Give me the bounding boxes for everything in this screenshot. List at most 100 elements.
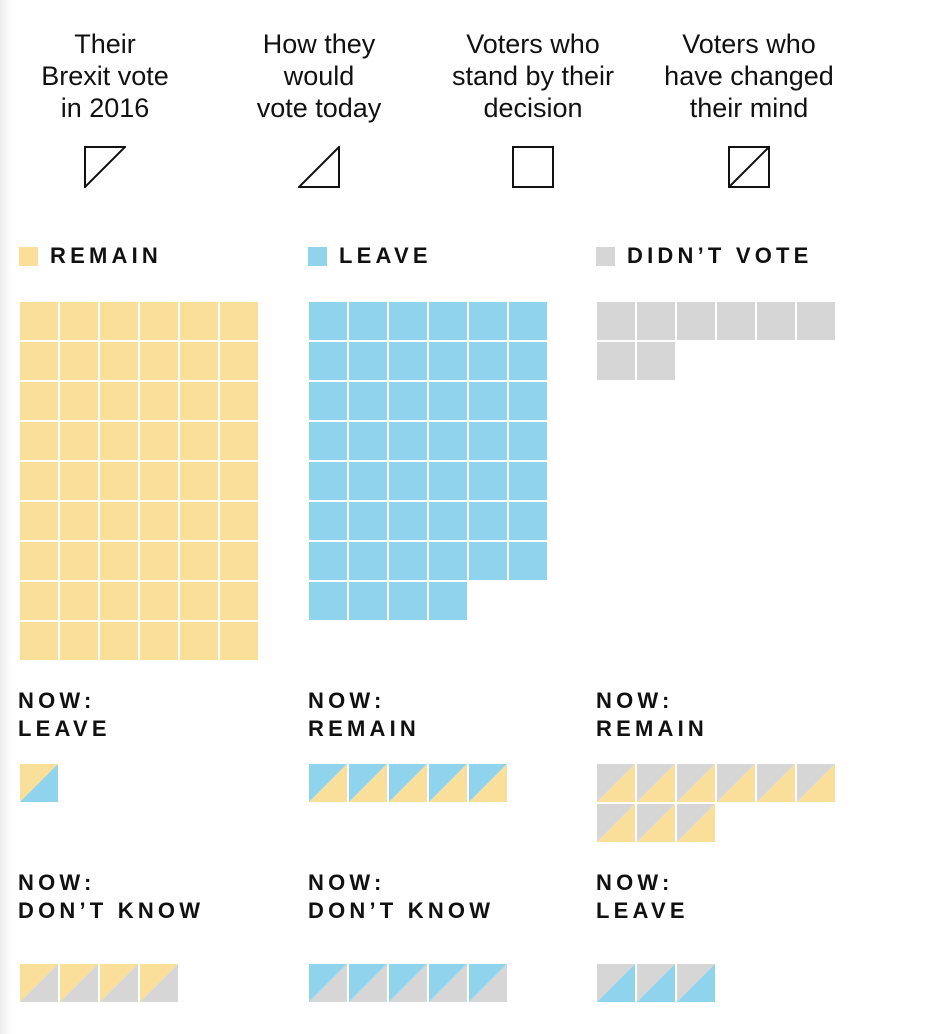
to-label: REMAIN [308,716,420,741]
waffle-square-leave [309,542,347,580]
triangle-vote-today [309,764,347,802]
waffle-square-remain [100,342,138,380]
category-label: DIDN’T VOTE [627,243,813,268]
waffle-square-remain [20,382,58,420]
waffle-square-remain [20,422,58,460]
triangle-vote-today [309,964,347,1002]
waffle-square-leave [389,542,427,580]
waffle-square-leave [309,462,347,500]
waffle-square-leave [469,462,507,500]
square-icon [512,146,554,188]
waffle-square-remain [20,462,58,500]
waffle-square-leave [349,302,387,340]
waffle-square-didnt_vote-to-remain [677,804,715,842]
changed-heading-leave-to-dont-know: NOW: DON’T KNOW [308,869,494,925]
waffle-square-remain [60,382,98,420]
category-heading-didnt-vote: DIDN’T VOTE [596,242,813,270]
waffle-square-remain [100,582,138,620]
waffle-square-leave [509,502,547,540]
triangle-vote-today [597,964,635,1002]
waffle-square-didnt_vote [757,302,795,340]
waffle-square-didnt_vote-to-leave [637,964,675,1002]
waffle-square-leave [429,542,467,580]
waffle-square-remain [140,582,178,620]
waffle-square-leave [509,542,547,580]
legend-label-line: Voters who [682,29,816,59]
waffle-square-remain [220,502,258,540]
triangle-vote-today [389,764,427,802]
waffle-square-remain [140,382,178,420]
waffle-square-leave [509,342,547,380]
waffle-square-leave-to-dont_know [389,964,427,1002]
waffle-square-remain [180,342,218,380]
waffle-square-leave [429,462,467,500]
waffle-square-leave-to-remain [469,764,507,802]
waffle-square-leave [429,422,467,460]
waffle-square-remain [60,622,98,660]
waffle-square-leave [509,462,547,500]
triangle-vote-today [677,804,715,842]
waffle-square-leave [389,302,427,340]
to-label: DON’T KNOW [18,898,205,923]
waffle-square-leave [389,342,427,380]
triangle-vote-today [469,964,507,1002]
to-label: LEAVE [596,898,689,923]
waffle-square-remain [140,302,178,340]
waffle-square-leave [309,382,347,420]
waffle-square-leave [469,342,507,380]
waffle-square-remain [60,342,98,380]
waffle-square-remain [20,302,58,340]
waffle-square-leave-to-dont_know [429,964,467,1002]
waffle-square-leave [509,422,547,460]
now-label: NOW: [18,870,96,895]
waffle-square-remain [100,622,138,660]
triangle-vote-today [637,804,675,842]
triangle-vote-today [20,764,58,802]
waffle-square-leave [349,342,387,380]
now-label: NOW: [596,870,674,895]
triangle-vote-today [677,964,715,1002]
waffle-square-remain [220,542,258,580]
waffle-square-remain [180,462,218,500]
category-heading-leave: LEAVE [308,242,432,270]
leave-swatch [308,246,327,266]
triangle-vote-today [20,964,58,1002]
now-label: NOW: [18,688,96,713]
waffle-square-leave [309,582,347,620]
legend-label-line: decision [483,93,583,123]
now-label: NOW: [308,870,386,895]
waffle-square-remain [180,422,218,460]
waffle-square-leave-to-remain [389,764,427,802]
waffle-square-leave [309,422,347,460]
waffle-square-didnt_vote-to-remain [757,764,795,802]
waffle-square-remain [220,342,258,380]
triangle-vote-today [597,804,635,842]
waffle-square-remain [220,302,258,340]
waffle-square-remain [140,342,178,380]
waffle-square-leave-to-dont_know [469,964,507,1002]
waffle-square-remain [140,462,178,500]
legend-label-line: vote today [256,93,382,123]
triangle-vote-today [797,764,835,802]
didnt-vote-swatch [596,246,615,266]
legend-label-line: would [283,61,355,91]
waffle-square-remain-to-dont_know [60,964,98,1002]
triangle-vote-today [140,964,178,1002]
waffle-square-remain [20,342,58,380]
to-label: LEAVE [18,716,111,741]
waffle-square-remain [220,422,258,460]
waffle-square-leave [469,382,507,420]
triangle-vote-today [637,964,675,1002]
waffle-square-remain-to-leave [20,764,58,802]
top-left-triangle-icon [84,146,126,188]
triangle-vote-today [429,964,467,1002]
waffle-square-leave-to-remain [349,764,387,802]
waffle-square-remain [180,582,218,620]
waffle-square-remain [20,542,58,580]
now-label: NOW: [308,688,386,713]
waffle-square-remain [180,502,218,540]
triangle-vote-today [637,764,675,802]
waffle-square-remain [60,502,98,540]
waffle-square-leave-to-dont_know [349,964,387,1002]
waffle-square-leave [429,382,467,420]
